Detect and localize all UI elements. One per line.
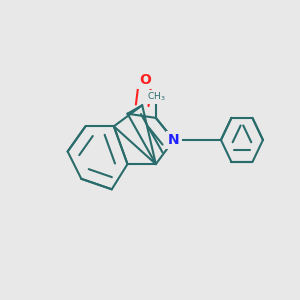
Text: O: O xyxy=(140,73,151,87)
Text: N: N xyxy=(168,133,179,147)
Text: CH$_3$: CH$_3$ xyxy=(146,91,165,103)
